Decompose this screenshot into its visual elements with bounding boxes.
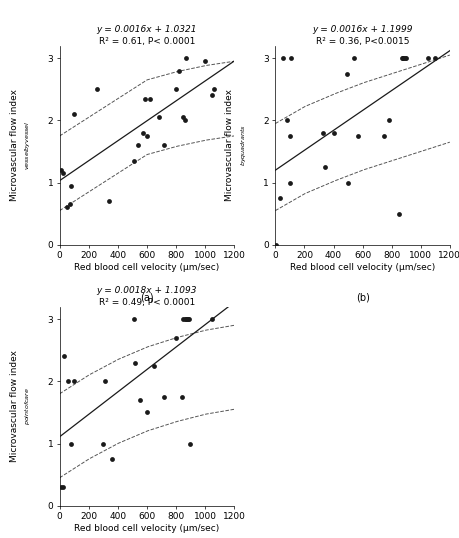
Point [381,132,388,140]
Point [321,162,329,171]
Text: Microvascular flow index
$_{by quadrants}$: Microvascular flow index $_{by quadrants… [225,89,249,201]
Text: Microvascular flow index
$_{point of care}$: Microvascular flow index $_{point of car… [10,350,33,462]
Text: Microvascular flow index
$_{vessel by vessel}$: Microvascular flow index $_{vessel by ve… [10,89,33,201]
Point [161,141,168,150]
Point [71,110,78,118]
Point [108,455,116,463]
Point [181,116,188,125]
Point [398,54,406,62]
Point [136,395,143,404]
Point [100,439,107,448]
Point [172,334,179,342]
Point [130,157,138,165]
Point [146,94,153,103]
Point [71,377,78,386]
X-axis label: Red blood cell velocity (μm/sec): Red blood cell velocity (μm/sec) [74,263,219,272]
Point [151,362,158,370]
Point [179,113,187,122]
X-axis label: Red blood cell velocity (μm/sec): Red blood cell velocity (μm/sec) [74,524,219,533]
Point [59,483,66,491]
Point [276,194,284,202]
Point [101,377,108,386]
Point [175,66,183,75]
Point [59,169,66,178]
Point [155,113,162,122]
Point [210,85,218,94]
Point [143,132,151,140]
Text: y = 0.0018x + 1.1093: y = 0.0018x + 1.1093 [97,286,197,295]
Point [67,439,75,448]
Text: (b): (b) [356,293,369,302]
Point [425,54,432,62]
Point [319,129,327,137]
Point [183,54,190,62]
Point [183,315,190,323]
Point [57,166,65,174]
Point [172,85,179,94]
Point [403,54,410,62]
Point [273,240,280,249]
Point [94,85,101,94]
Point [67,181,75,190]
Point [330,129,337,137]
Point [178,393,185,401]
Point [181,315,188,323]
Point [431,54,439,62]
Point [288,54,295,62]
Point [106,197,113,206]
Point [395,209,403,218]
Point [209,315,216,323]
Point [65,377,72,386]
Point [142,94,149,103]
Point [130,315,138,323]
Point [161,393,168,401]
Point [283,116,291,125]
Point [209,91,216,100]
Text: R² = 0.36, P<0.0015: R² = 0.36, P<0.0015 [316,37,409,46]
Point [143,408,151,417]
Point [61,352,68,361]
Point [350,54,358,62]
Point [279,54,286,62]
Point [286,178,294,187]
Point [139,129,146,137]
Point [343,69,350,78]
X-axis label: Red blood cell velocity (μm/sec): Red blood cell velocity (μm/sec) [290,263,435,272]
Point [385,116,392,125]
Point [401,54,409,62]
Text: y = 0.0016x + 1.1999: y = 0.0016x + 1.1999 [313,25,413,34]
Point [132,358,139,367]
Point [66,200,73,209]
Point [183,315,190,323]
Point [202,57,209,66]
Point [344,178,352,187]
Point [134,141,142,150]
Point [184,315,191,323]
Point [355,132,362,140]
Point [286,132,294,140]
Point [187,439,194,448]
Point [185,315,193,323]
Text: R² = 0.61, P< 0.0001: R² = 0.61, P< 0.0001 [99,37,195,46]
Text: R² = 0.49, P< 0.0001: R² = 0.49, P< 0.0001 [99,298,195,307]
Point [400,54,407,62]
Point [57,483,65,491]
Point [399,54,406,62]
Point [179,315,187,323]
Text: (a): (a) [140,293,154,302]
Text: y = 0.0016x + 1.0321: y = 0.0016x + 1.0321 [97,25,197,34]
Point [63,203,71,212]
